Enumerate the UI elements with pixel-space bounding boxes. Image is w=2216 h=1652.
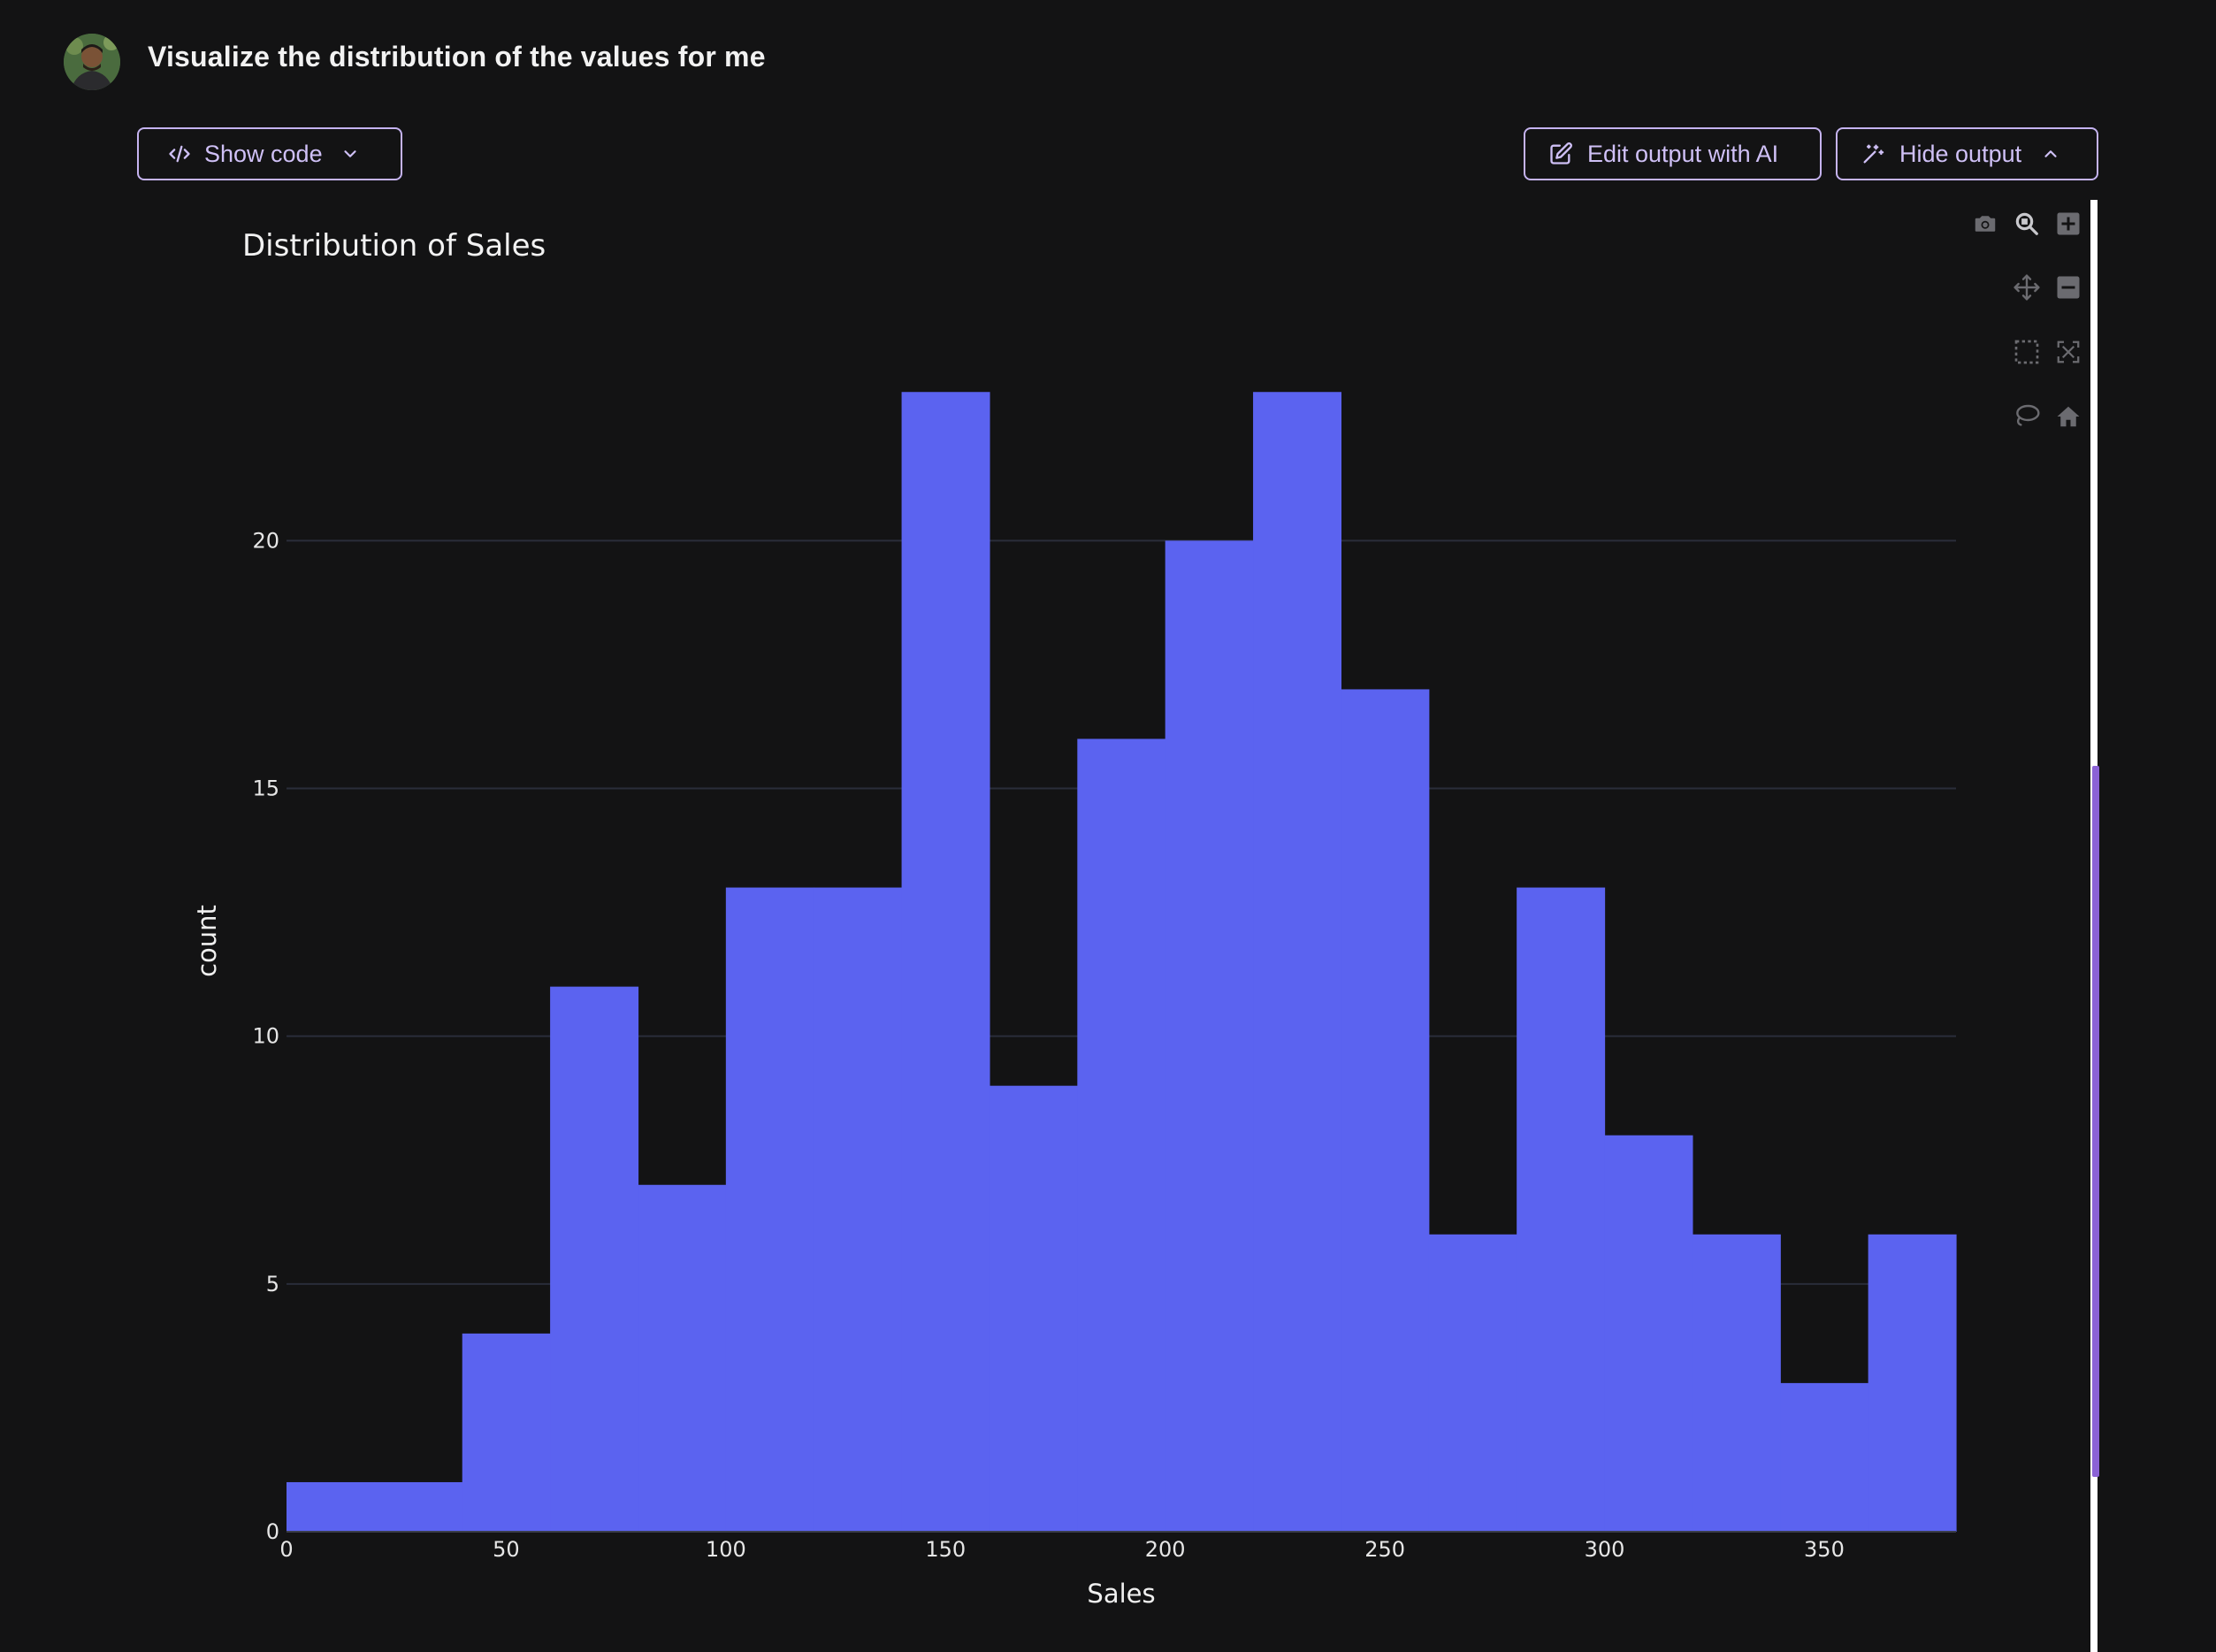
scrollbar-thumb[interactable] — [2092, 766, 2099, 1477]
histogram-bar[interactable] — [374, 1481, 463, 1532]
lasso-icon[interactable] — [2012, 402, 2042, 432]
y-tick-label: 10 — [252, 1024, 279, 1049]
x-axis-title: Sales — [1087, 1579, 1155, 1609]
hide-output-button[interactable]: Hide output — [1836, 127, 2098, 180]
chart-title: Distribution of Sales — [242, 228, 546, 264]
histogram-bar[interactable] — [550, 986, 639, 1532]
histogram-bar[interactable] — [901, 392, 990, 1533]
edit-output-button[interactable]: Edit output with AI — [1524, 127, 1822, 180]
histogram-bar[interactable] — [1341, 689, 1430, 1532]
histogram-bar[interactable] — [287, 1481, 375, 1532]
zoom-in-icon[interactable] — [2053, 209, 2083, 239]
pan-icon[interactable] — [2012, 272, 2042, 302]
magic-wand-icon — [1861, 141, 1885, 166]
histogram-bar[interactable] — [1077, 738, 1166, 1532]
edit-output-label: Edit output with AI — [1587, 140, 1779, 167]
histogram-bar[interactable] — [638, 1184, 727, 1532]
x-tick-label: 300 — [1585, 1537, 1625, 1562]
autoscale-icon[interactable] — [2053, 337, 2083, 367]
histogram-bar[interactable] — [1780, 1382, 1869, 1532]
histogram-bar[interactable] — [462, 1333, 551, 1532]
x-tick-label: 100 — [706, 1537, 746, 1562]
x-tick-label: 0 — [279, 1537, 293, 1562]
x-tick-label: 150 — [925, 1537, 966, 1562]
y-axis-title: count — [192, 905, 222, 977]
camera-icon[interactable] — [1970, 209, 2000, 239]
show-code-label: Show code — [204, 140, 323, 167]
histogram-bar[interactable] — [1253, 392, 1342, 1533]
histogram-bar[interactable] — [725, 887, 814, 1532]
histogram-bar[interactable] — [1428, 1234, 1517, 1532]
histogram-bar[interactable] — [1517, 887, 1606, 1532]
hide-output-label: Hide output — [1899, 140, 2022, 167]
prompt-text: Visualize the distribution of the values… — [148, 41, 766, 73]
x-tick-label: 350 — [1804, 1537, 1845, 1562]
chevron-up-icon — [2041, 144, 2060, 164]
show-code-button[interactable]: Show code — [137, 127, 402, 180]
histogram-bar[interactable] — [814, 887, 903, 1532]
y-tick-label: 0 — [266, 1519, 279, 1544]
y-tick-label: 15 — [252, 776, 279, 801]
histogram-bar[interactable] — [1165, 540, 1254, 1532]
plot-modebar — [1970, 209, 2094, 439]
zoom-icon[interactable] — [2012, 209, 2042, 239]
code-icon — [167, 141, 192, 166]
edit-icon — [1548, 141, 1573, 166]
x-tick-label: 200 — [1145, 1537, 1186, 1562]
home-icon[interactable] — [2053, 402, 2083, 432]
histogram-bar[interactable] — [989, 1085, 1078, 1532]
user-avatar — [64, 34, 120, 90]
x-tick-label: 50 — [493, 1537, 520, 1562]
x-tick-label: 250 — [1364, 1537, 1405, 1562]
histogram-bar[interactable] — [1692, 1234, 1781, 1532]
zoom-out-icon[interactable] — [2053, 272, 2083, 302]
chevron-down-icon — [340, 144, 360, 164]
y-tick-label: 20 — [252, 528, 279, 553]
histogram-bar[interactable] — [1868, 1234, 1957, 1532]
box-select-icon[interactable] — [2012, 337, 2042, 367]
y-tick-label: 5 — [266, 1272, 279, 1296]
histogram-bar[interactable] — [1604, 1135, 1693, 1532]
